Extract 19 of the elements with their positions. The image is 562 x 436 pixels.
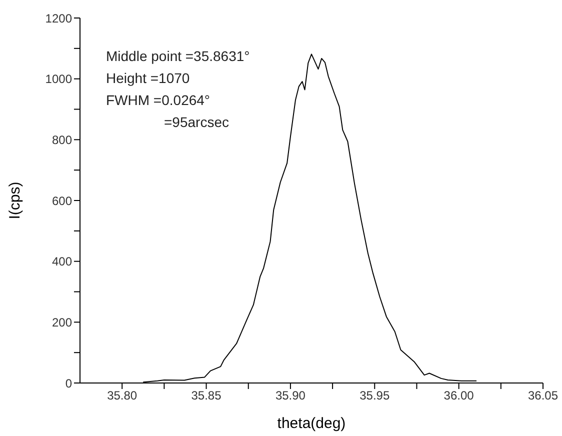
y-axis-title: I(cps) xyxy=(6,182,24,220)
x-tick-label: 35.90 xyxy=(275,388,306,403)
x-tick-label: 36.00 xyxy=(444,388,474,403)
y-tick-label: 600 xyxy=(52,194,72,208)
annotation: FWHM =0.0264° xyxy=(106,91,212,110)
y-tick-label: 800 xyxy=(52,132,72,147)
y-tick-label: 0 xyxy=(65,376,72,390)
annotation: =95arcsec xyxy=(163,113,230,132)
x-axis-title: theta(deg) xyxy=(277,415,346,432)
annotation: Middle point =35.8631° xyxy=(106,47,250,66)
x-tick-label: 35.85 xyxy=(191,388,222,403)
x-tick-label: 35.95 xyxy=(360,388,390,403)
y-tick-label: 400 xyxy=(52,254,72,269)
y-tick-label: 1200 xyxy=(45,11,72,26)
x-tick-label: 35.80 xyxy=(107,388,138,403)
x-tick-label: 36.05 xyxy=(528,388,558,403)
y-tick-label: 1000 xyxy=(45,72,72,86)
y-tick-label: 200 xyxy=(52,315,72,330)
annotation: Height =1070 xyxy=(106,69,191,88)
